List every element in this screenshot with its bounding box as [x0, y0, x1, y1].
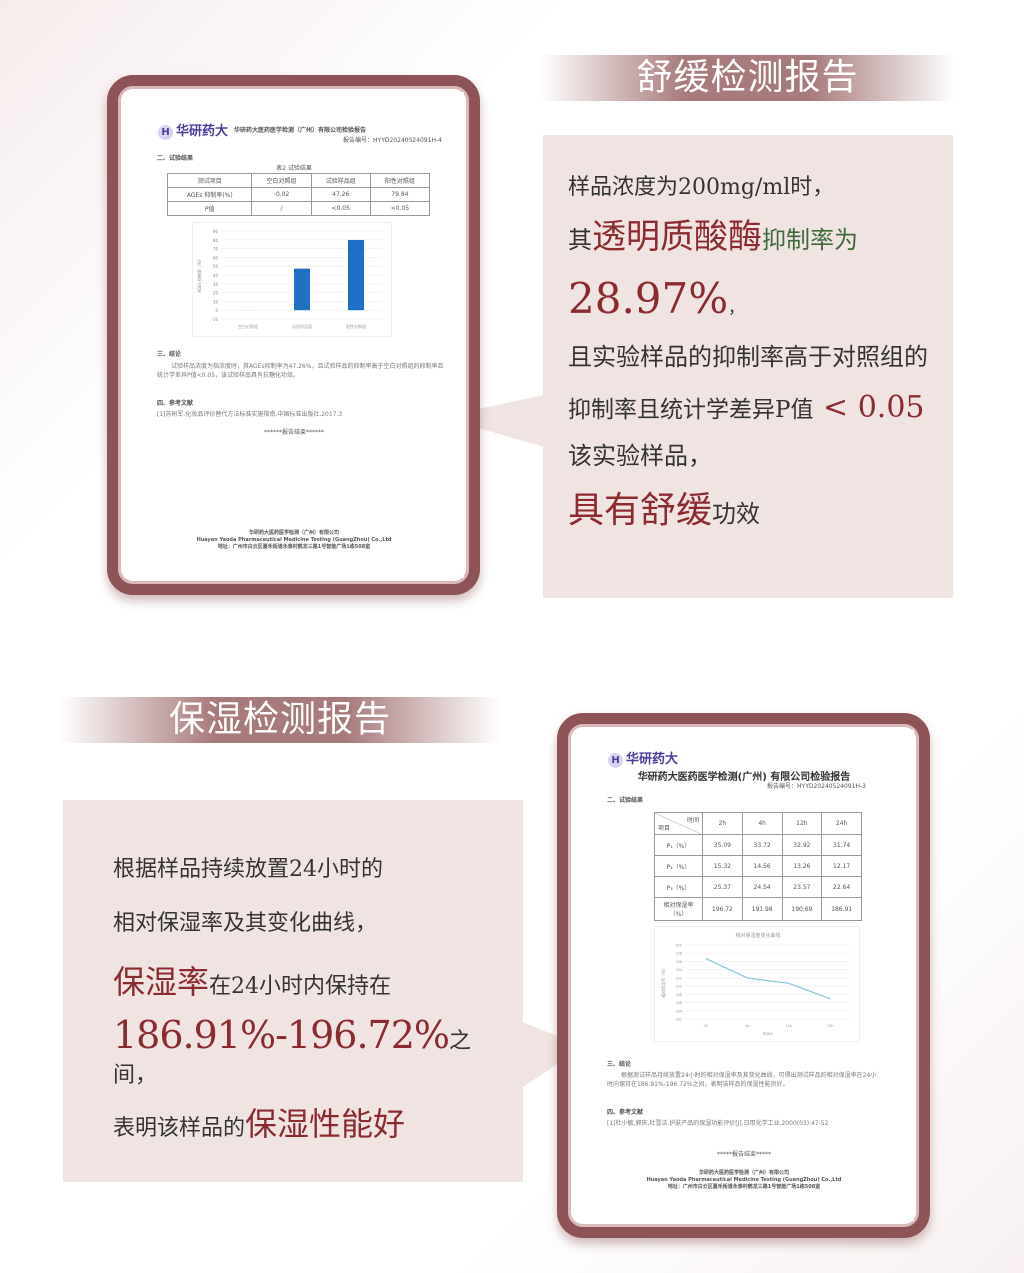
chart-title: 相对保湿度变化曲线 — [735, 932, 780, 939]
report-number: 报告编号：HYYD20240524091H-3 — [767, 783, 866, 790]
y-tick-label: 50 — [213, 264, 219, 269]
y-tick-label: 0 — [215, 308, 218, 313]
y-tick-label: 10 — [213, 299, 219, 304]
y-tick-label: 194 — [675, 968, 682, 972]
section-heading: 三、结论 — [607, 1061, 632, 1068]
company-logo: H 华研药大 — [158, 120, 228, 140]
text: 抑制率且统计学差异P值 — [568, 397, 814, 423]
y-tick-label: 184 — [675, 1009, 682, 1013]
text: 抑制率为 — [762, 226, 858, 254]
table-title: 表2 试验结果 — [276, 165, 312, 172]
highlight-text: 透明质酸酶 — [592, 217, 762, 257]
text-line: 该实验样品， — [568, 442, 712, 470]
soothing-report-tablet: H 华研药大 华研药大医药医学检测（广州）有限公司检验报告 报告编号：HYYD20… — [107, 75, 480, 595]
soothing-text-box: 样品浓度为200mg/ml时， 其透明质酸酶抑制率为 28.97%， 且实验样品… — [543, 135, 953, 598]
text: ， — [728, 298, 745, 317]
section-heading: 二、试验结果 — [157, 155, 194, 162]
section-heading: 四、参考文献 — [157, 400, 194, 407]
x-tick-label: 4h — [745, 1024, 749, 1028]
conclusion-text: 试验样品浓度为指浓度时，其AGEs抑制率为47.26%，且试验样品的抑制率高于空… — [157, 363, 444, 379]
report-number: 报告编号：HYYD20240524091H-4 — [343, 137, 442, 144]
y-tick-label: 30 — [213, 282, 219, 287]
x-axis-label: 时间/h — [763, 1031, 773, 1036]
bar-chart: 90 80 70 60 50 40 30 20 10 0 -10 AGEs 抑制率（%） 空白对照组 试验… — [192, 222, 392, 337]
bar — [348, 239, 364, 311]
x-tick-label: 12h — [785, 1024, 792, 1028]
y-tick-label: 186 — [675, 1001, 682, 1005]
y-tick-label: -10 — [211, 317, 218, 322]
x-tick-label: 试验样品组 — [292, 323, 312, 329]
text: 在24小时内保持在 — [209, 974, 392, 999]
report-title: 华研药大医药医学检测（广州）有限公司检验报告 — [234, 126, 367, 134]
reference-text: [1]杜小敏,郭庆,杜雪洁.护肤产品的保湿功能评价[J].日用化学工业,2000… — [607, 1120, 829, 1127]
y-tick-label: 190 — [675, 985, 682, 989]
report-end: ******报告结束****** — [263, 429, 324, 436]
result-table: 时间 项目 2h 4h 12h 24h P₁（%） 35.09 33.72 32.92 31.74… — [654, 812, 862, 921]
moisturizing-text-box: 根据样品持续放置24小时的 相对保湿率及其变化曲线， 保湿率在24小时内保持在 … — [63, 800, 523, 1182]
section-heading: 四、参考文献 — [607, 1109, 644, 1116]
y-tick-label: 60 — [213, 255, 219, 260]
reference-text: [1]苏树军.化妆品评价替代方法标准实施指南.中国标准出版社,2017.3 — [157, 411, 343, 418]
x-tick-label: 阳性对照组 — [346, 323, 366, 329]
soothing-report-banner: 舒缓检测报告 — [540, 55, 955, 101]
y-tick-label: 70 — [213, 247, 219, 252]
x-tick-label: 2h — [704, 1024, 708, 1028]
y-axis-label: 相对保湿率（%） — [660, 966, 666, 998]
y-tick-label: 198 — [675, 952, 682, 956]
inhibition-rate: 28.97% — [568, 274, 729, 323]
line-chart: 相对保湿度变化曲线 182 184 186 188 190 192 194 196 198 200 相… — [654, 926, 860, 1042]
section-heading: 二、试验结果 — [607, 797, 644, 804]
y-tick-label: 196 — [675, 960, 682, 964]
x-tick-label: 空白对照组 — [238, 323, 258, 329]
text: 功效 — [712, 500, 761, 528]
highlight-text: 保湿性能好 — [245, 1105, 406, 1143]
y-tick-label: 20 — [213, 291, 219, 296]
result-table: 测试项目 空白对照组 试验样品组 阳性对照组 AGEs 抑制率(%) -0.02 47.2… — [166, 173, 431, 216]
highlight-text: 保湿率 — [113, 963, 210, 1001]
section-heading: 三、结论 — [157, 351, 182, 358]
text: 之间， — [113, 1029, 471, 1088]
report-footer: 华研药大医药医学检测（广州）有限公司 Huayan Yaoda Pharmaceu… — [646, 1170, 842, 1190]
text-line: 且实验样品的抑制率高于对照组的 — [568, 343, 928, 371]
y-tick-label: 182 — [675, 1018, 682, 1022]
y-axis-label: AGEs 抑制率（%） — [196, 257, 202, 292]
highlight-text: 具有舒缓 — [568, 490, 713, 531]
y-tick-label: 192 — [675, 976, 682, 980]
report-footer: 华研药大医药医学检测（广州）有限公司 Huayan Yaoda Pharmaceu… — [196, 530, 392, 550]
text-line: 样品浓度为200mg/ml时， — [568, 175, 835, 200]
series-line — [705, 957, 831, 1000]
x-tick-label: 24h — [827, 1024, 834, 1028]
conclusion-text: 根据测试样品持续放置24小时的相对保湿率及其变化曲线，可得出测试样品的相对保湿率… — [607, 1072, 877, 1088]
report-page: H 华研药大 华研药大医药医学检测(广州) 有限公司检验报告 报告编号：HYYD2… — [574, 730, 914, 1221]
bar — [294, 268, 310, 311]
p-value: < 0.05 — [813, 390, 925, 425]
text: 其 — [568, 226, 592, 254]
text-line: 根据样品持续放置24小时的 — [113, 857, 383, 882]
report-end: *****报告结束***** — [716, 1151, 771, 1158]
moisture-range: 186.91%-196.72% — [113, 1013, 450, 1057]
report-title: 华研药大医药医学检测(广州) 有限公司检验报告 — [637, 772, 851, 783]
moisturizing-report-banner: 保湿检测报告 — [60, 697, 500, 743]
moisturizing-report-tablet: H 华研药大 华研药大医药医学检测(广州) 有限公司检验报告 报告编号：HYYD2… — [557, 713, 930, 1238]
y-tick-label: 80 — [213, 238, 219, 243]
text-line: 相对保湿率及其变化曲线， — [113, 911, 378, 936]
text: 表明该样品的 — [113, 1116, 246, 1141]
company-logo: H 华研药大 — [608, 748, 678, 768]
y-tick-label: 90 — [213, 229, 219, 234]
y-tick-label: 40 — [213, 273, 219, 278]
y-tick-label: 188 — [675, 993, 682, 997]
y-tick-label: 200 — [675, 944, 682, 948]
report-page: H 华研药大 华研药大医药医学检测（广州）有限公司检验报告 报告编号：HYYD20… — [124, 92, 464, 578]
